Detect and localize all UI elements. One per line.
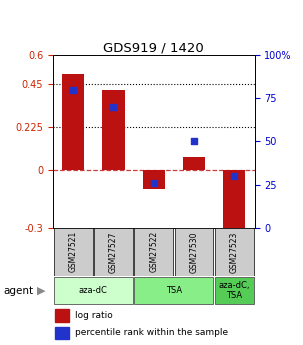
Point [232, 173, 237, 179]
Text: GSM27527: GSM27527 [109, 231, 118, 273]
Point [71, 87, 76, 92]
Bar [143, 170, 165, 189]
Bar [55, 327, 69, 339]
Bar [175, 228, 213, 276]
Bar [54, 277, 133, 304]
Text: aza-dC,
TSA: aza-dC, TSA [219, 281, 250, 300]
Text: ▶: ▶ [37, 286, 45, 296]
Title: GDS919 / 1420: GDS919 / 1420 [103, 41, 204, 54]
Bar [223, 170, 245, 231]
Text: aza-dC: aza-dC [79, 286, 108, 295]
Text: TSA: TSA [166, 286, 182, 295]
Point [111, 104, 116, 110]
Bar [102, 90, 125, 170]
Text: GSM27530: GSM27530 [190, 231, 198, 273]
Text: percentile rank within the sample: percentile rank within the sample [75, 328, 228, 337]
Bar [135, 228, 173, 276]
Bar [94, 228, 133, 276]
Point [192, 139, 197, 144]
Text: GSM27523: GSM27523 [230, 231, 239, 273]
Text: GSM27521: GSM27521 [69, 231, 78, 273]
Point [152, 180, 156, 186]
Text: GSM27522: GSM27522 [149, 231, 158, 273]
Bar [62, 75, 84, 170]
Text: agent: agent [3, 286, 33, 296]
Bar [54, 228, 92, 276]
Bar [215, 228, 254, 276]
Bar [183, 157, 205, 170]
Bar [135, 277, 213, 304]
Bar [55, 309, 69, 322]
Text: log ratio: log ratio [75, 311, 113, 320]
Bar [215, 277, 254, 304]
